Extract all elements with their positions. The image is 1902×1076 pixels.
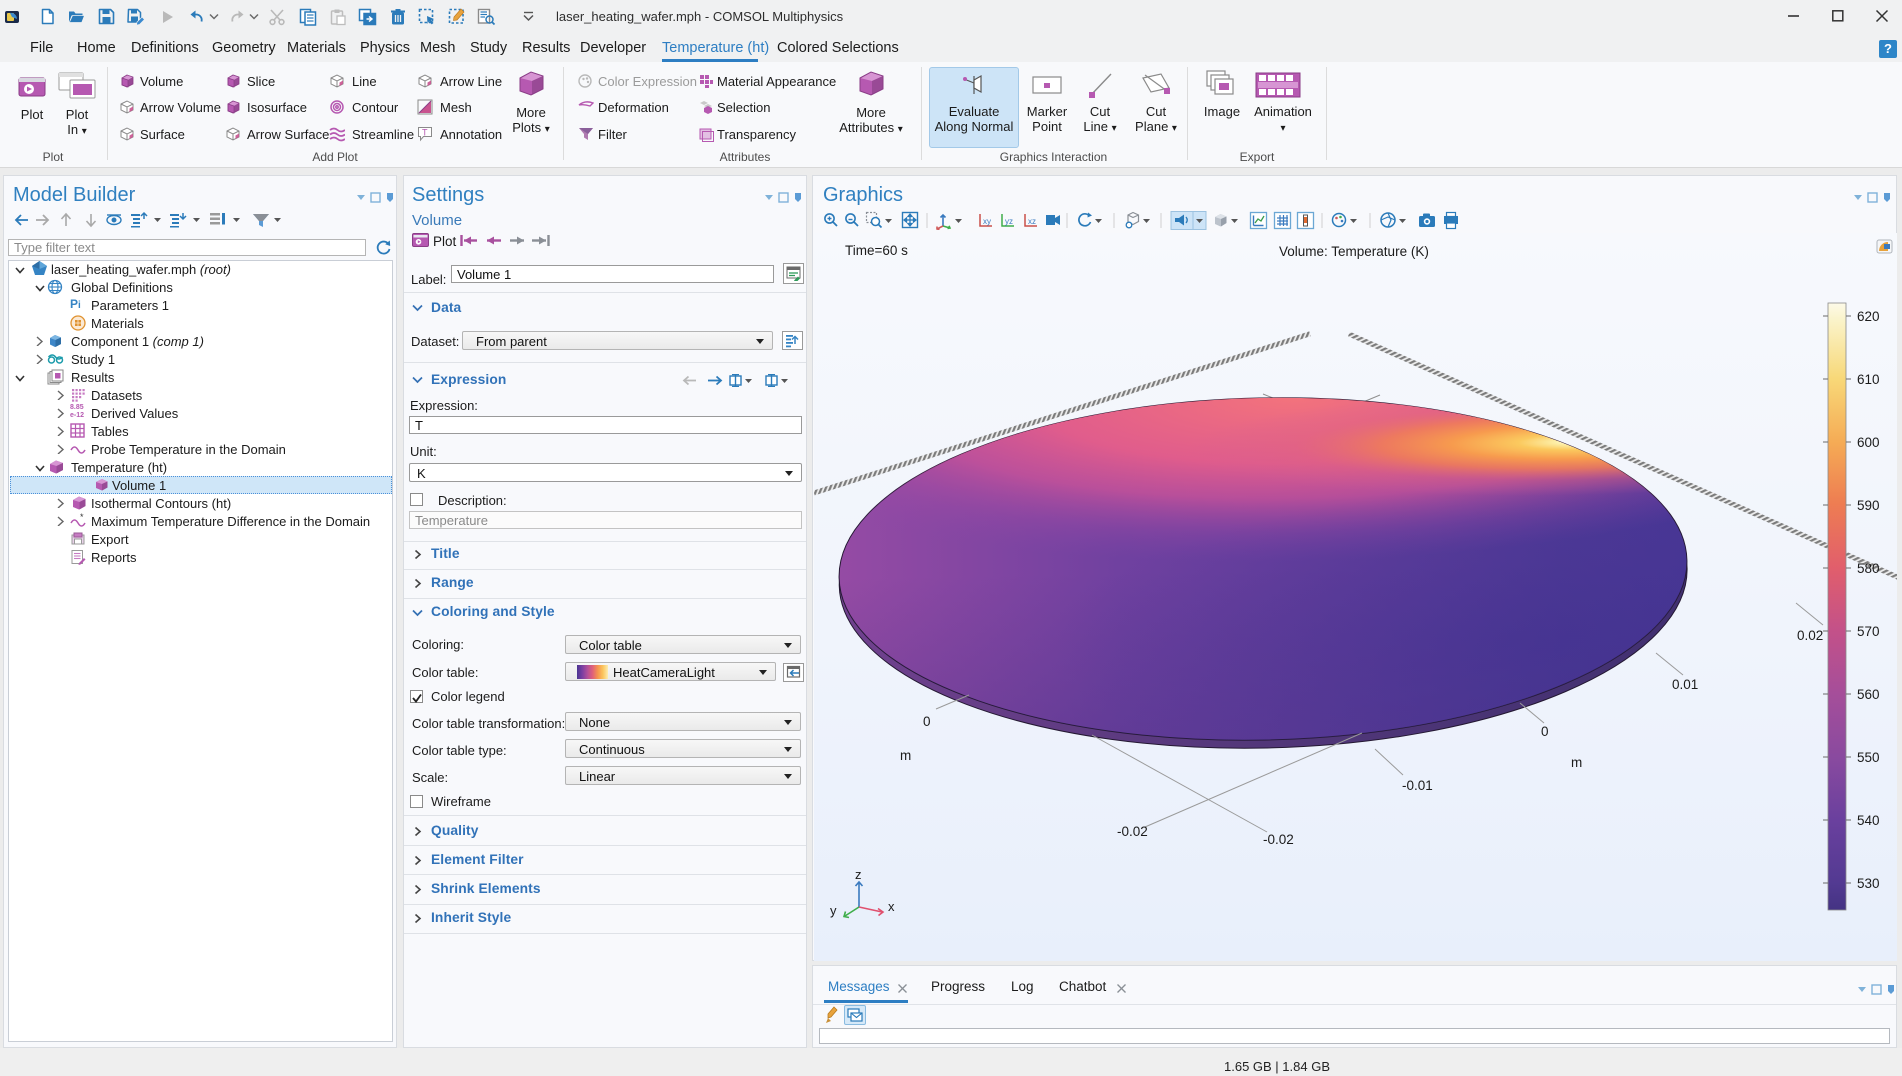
svg-text:T: T <box>422 128 428 138</box>
svg-text:580: 580 <box>1857 561 1880 576</box>
svg-text:540: 540 <box>1857 813 1880 828</box>
svg-text:590: 590 <box>1857 498 1880 513</box>
svg-text:0.02: 0.02 <box>1797 628 1823 643</box>
svg-text:0.01: 0.01 <box>1672 677 1698 692</box>
svg-text:560: 560 <box>1857 687 1880 702</box>
svg-text:0: 0 <box>1541 724 1549 739</box>
svg-text:x: x <box>888 899 895 914</box>
svg-text:600: 600 <box>1857 435 1880 450</box>
svg-text:y: y <box>830 903 837 918</box>
svg-text:m: m <box>900 748 911 763</box>
svg-text:xz: xz <box>1028 217 1036 226</box>
svg-text:*: * <box>80 513 84 522</box>
svg-text:0: 0 <box>923 714 931 729</box>
svg-text:xy: xy <box>983 217 991 226</box>
svg-text:620: 620 <box>1857 309 1880 324</box>
svg-text:570: 570 <box>1857 624 1880 639</box>
svg-text:-0.02: -0.02 <box>1117 824 1148 839</box>
svg-text:530: 530 <box>1857 876 1880 891</box>
svg-text:610: 610 <box>1857 372 1880 387</box>
svg-text:Time=60 s: Time=60 s <box>845 243 908 258</box>
svg-text:yz: yz <box>1005 217 1013 226</box>
svg-text:-0.01: -0.01 <box>1402 778 1433 793</box>
svg-text:z: z <box>855 867 862 882</box>
svg-text:Volume: Temperature (K): Volume: Temperature (K) <box>1279 244 1429 259</box>
svg-text:m: m <box>1571 755 1582 770</box>
svg-text:-0.02: -0.02 <box>1263 832 1294 847</box>
svg-text:550: 550 <box>1857 750 1880 765</box>
